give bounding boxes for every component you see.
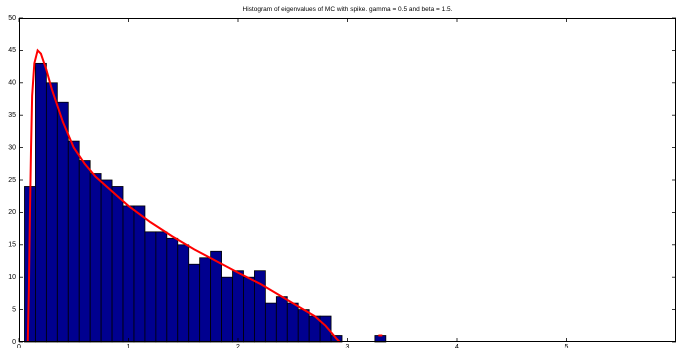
histogram-bar [56, 101, 69, 343]
x-tick-label: 0 [17, 344, 21, 348]
histogram-bar [133, 205, 146, 343]
histogram-bar [45, 82, 58, 343]
histogram-bar [243, 276, 255, 343]
x-tick-label: 2 [236, 344, 240, 348]
chart-title: Histogram of eigenvalues of MC with spik… [243, 6, 453, 13]
y-tick-label: 30 [8, 144, 16, 151]
y-tick-label: 5 [12, 306, 16, 313]
histogram-bar [199, 257, 212, 343]
histogram-bar [275, 296, 288, 343]
y-tick-label: 50 [8, 15, 16, 22]
histogram-bar [89, 173, 102, 343]
histogram-bar [67, 140, 80, 343]
x-tick-label: 5 [565, 344, 569, 348]
y-tick-label: 40 [8, 80, 16, 87]
y-tick-label: 10 [8, 274, 16, 281]
histogram-bar [188, 263, 201, 343]
x-axis: 0 1 2 3 4 5 [17, 18, 569, 348]
histogram-bar [166, 237, 179, 343]
y-tick-label: 45 [8, 47, 16, 54]
histogram-bar [210, 250, 222, 343]
histogram-bar [297, 309, 310, 343]
histogram-bar [100, 179, 113, 343]
histogram-bars [24, 62, 387, 343]
y-tick-label: 15 [8, 242, 16, 249]
histogram-bar [221, 276, 233, 343]
x-tick-label: 3 [346, 344, 350, 348]
histogram-bar [122, 205, 135, 343]
histogram-bar [144, 231, 157, 343]
histogram-bar [264, 302, 277, 343]
histogram-bar [111, 186, 124, 343]
x-tick-label: 1 [127, 344, 131, 348]
y-tick-label: 35 [8, 112, 16, 119]
histogram-bar [78, 160, 91, 343]
x-tick-label: 4 [455, 344, 459, 348]
y-tick-label: 25 [8, 177, 16, 184]
histogram-bar [155, 231, 168, 343]
histogram-bar [232, 270, 244, 343]
histogram-bar [35, 62, 47, 343]
y-tick-label: 20 [8, 209, 16, 216]
density-curve [26, 48, 341, 343]
y-tick-label: 0 [12, 339, 16, 346]
histogram-bar [286, 302, 299, 343]
histogram-bar [177, 244, 190, 343]
